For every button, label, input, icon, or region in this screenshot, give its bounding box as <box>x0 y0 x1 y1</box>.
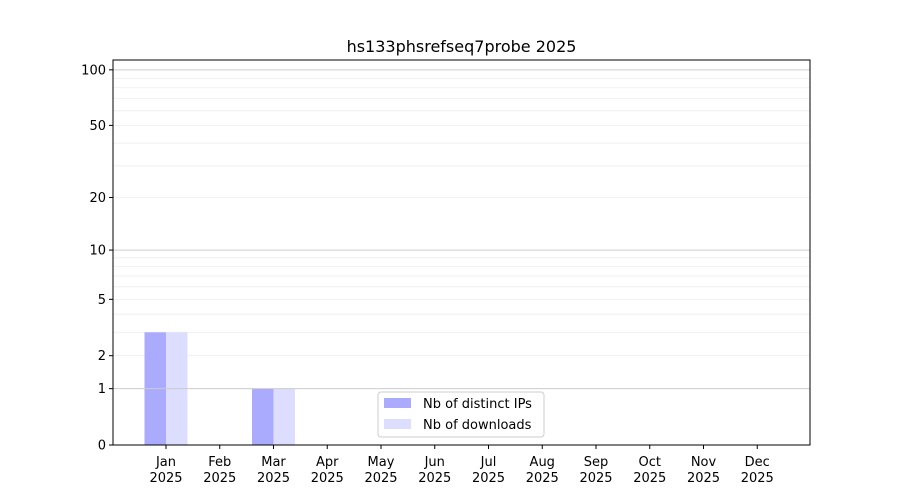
x-tick-label: 2025 <box>149 471 182 486</box>
x-tick-label: Jul <box>480 455 497 470</box>
legend-label: Nb of downloads <box>423 418 532 433</box>
x-tick-label: 2025 <box>526 471 559 486</box>
bar-downloads <box>273 388 295 445</box>
y-tick-label: 50 <box>89 119 106 134</box>
x-tick-label: 2025 <box>472 471 505 486</box>
x-tick-label: Jun <box>424 455 445 470</box>
x-tick-label: Dec <box>745 455 770 470</box>
x-tick-label: 2025 <box>418 471 451 486</box>
y-tick-label: 5 <box>98 293 106 308</box>
x-tick-label: 2025 <box>687 471 720 486</box>
x-tick-label: 2025 <box>633 471 666 486</box>
x-tick-label: Apr <box>316 455 339 470</box>
x-tick-label: 2025 <box>364 471 397 486</box>
legend-swatch <box>384 419 411 429</box>
x-tick-label: Sep <box>584 455 609 470</box>
bar-distinct-ips <box>252 388 274 445</box>
legend-swatch <box>384 398 411 408</box>
legend: Nb of distinct IPs Nb of downloads <box>377 391 545 438</box>
y-tick-label: 10 <box>89 244 106 259</box>
x-tick-label: May <box>368 455 395 470</box>
x-tick-label: Nov <box>691 455 717 470</box>
x-tick-label: 2025 <box>203 471 236 486</box>
y-tick-label: 0 <box>98 439 106 454</box>
y-axis: 0 1 2 5 10 20 50 100 <box>81 63 113 454</box>
x-tick-label: Oct <box>639 455 661 470</box>
gridlines <box>113 77 810 357</box>
legend-label: Nb of distinct IPs <box>423 397 532 412</box>
y-tick-label: 2 <box>98 349 106 364</box>
gridlines-over <box>113 69 810 390</box>
x-tick-label: Mar <box>261 455 286 470</box>
x-tick-label: Aug <box>530 455 555 470</box>
x-tick-label: 2025 <box>579 471 612 486</box>
legend-box <box>377 391 545 438</box>
x-tick-label: Jan <box>155 455 176 470</box>
x-tick-label: 2025 <box>741 471 774 486</box>
y-tick-label: 20 <box>89 191 106 206</box>
x-tick-label: 2025 <box>257 471 290 486</box>
y-tick-label: 1 <box>98 382 106 397</box>
x-tick-label: Feb <box>208 455 231 470</box>
x-tick-label: 2025 <box>311 471 344 486</box>
y-tick-label: 100 <box>81 63 106 78</box>
plot-frame <box>112 59 811 446</box>
x-axis: Jan2025Feb2025Mar2025Apr2025May2025Jun20… <box>149 445 774 486</box>
chart-title: hs133phsrefseq7probe 2025 <box>347 37 577 56</box>
